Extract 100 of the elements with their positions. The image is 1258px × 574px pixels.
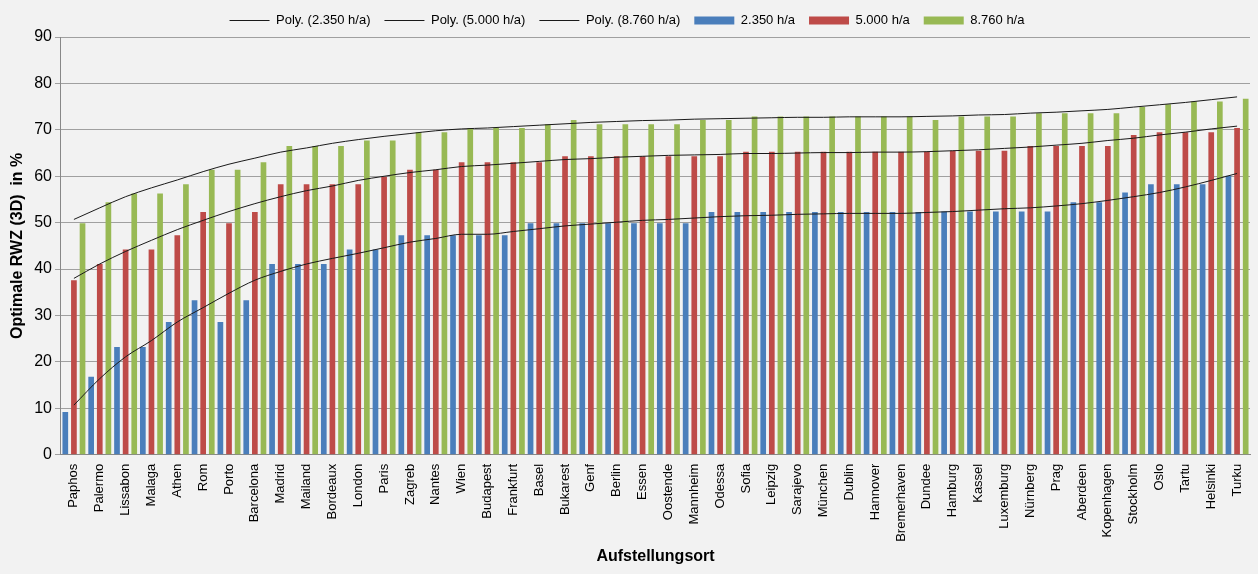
legend-label: Poly. (8.760 h/a) xyxy=(585,12,681,28)
bar xyxy=(183,184,189,455)
x-tick-label: Stockholm xyxy=(1125,463,1141,525)
bar xyxy=(355,184,362,455)
bar xyxy=(949,150,956,455)
bar xyxy=(1191,101,1197,455)
y-tick-label: 40 xyxy=(34,259,53,277)
x-tick-label: Odessa xyxy=(711,463,727,509)
y-tick-label: 80 xyxy=(34,73,53,91)
y-tick-label: 20 xyxy=(34,352,53,370)
bar xyxy=(1096,202,1103,455)
bar xyxy=(1165,104,1171,455)
x-tick-label: Porto xyxy=(220,463,236,495)
bar xyxy=(906,116,913,455)
bar xyxy=(700,120,706,455)
bar xyxy=(717,156,723,455)
bar xyxy=(872,151,879,455)
bar xyxy=(295,263,301,455)
bar xyxy=(114,347,120,455)
bar xyxy=(880,116,887,455)
bar xyxy=(855,116,861,455)
legend-label: Poly. (2.350 h/a) xyxy=(276,12,371,28)
bar xyxy=(656,223,663,455)
legend-label: Poly. (5.000 h/a) xyxy=(430,12,526,28)
bar xyxy=(1079,146,1085,455)
bar xyxy=(243,300,250,455)
bar xyxy=(536,162,543,455)
bar xyxy=(320,263,327,455)
bar xyxy=(743,151,749,455)
bar xyxy=(992,211,999,455)
x-tick-label: Budapest xyxy=(479,463,495,519)
bar xyxy=(1217,101,1223,455)
bar xyxy=(898,151,904,455)
bar xyxy=(88,376,94,455)
bar xyxy=(493,127,499,455)
bar xyxy=(1027,146,1034,455)
line-series xyxy=(73,125,1238,279)
x-tick-label: Paphos xyxy=(65,463,81,508)
bar xyxy=(519,127,525,455)
x-tick-label: Madrid xyxy=(272,463,288,504)
bar xyxy=(1139,107,1146,455)
bar xyxy=(544,124,551,455)
x-tick-label: Nantes xyxy=(427,463,443,505)
bar xyxy=(803,116,810,455)
x-tick-label: Helsinki xyxy=(1202,463,1218,510)
bar xyxy=(725,120,732,455)
bar xyxy=(252,212,258,455)
x-tick-label: Wien xyxy=(453,463,469,494)
bar xyxy=(924,151,930,455)
bar xyxy=(1061,113,1068,455)
x-tick-label: Hamburg xyxy=(944,463,960,518)
bar xyxy=(812,212,818,455)
y-tick-label: 30 xyxy=(34,305,53,323)
bar xyxy=(1173,184,1180,455)
bar xyxy=(613,156,620,455)
bar xyxy=(1122,192,1128,455)
bar xyxy=(269,263,275,455)
bar xyxy=(631,223,637,455)
legend-label: 2.350 h/a xyxy=(740,12,796,28)
x-tick-label: London xyxy=(349,463,365,508)
bar xyxy=(174,235,181,455)
x-tick-label: Palermo xyxy=(91,463,107,513)
x-tick-label: Dundee xyxy=(918,463,934,510)
x-tick-label: Genf xyxy=(582,463,598,492)
x-tick-label: Kassel xyxy=(970,463,986,503)
bar xyxy=(674,124,680,455)
line-series xyxy=(73,96,1238,220)
bar xyxy=(579,223,586,455)
bar xyxy=(1234,127,1240,455)
x-tick-label: Zagreb xyxy=(401,463,417,505)
x-tick-label: Sofia xyxy=(737,463,753,494)
bar xyxy=(1036,113,1042,455)
line-series xyxy=(73,172,1238,406)
x-tick-label: Kopenhagen xyxy=(1099,463,1115,538)
x-tick-label: Tartu xyxy=(1176,463,1192,493)
bar xyxy=(389,140,396,455)
x-tick-label: Mannheim xyxy=(685,463,701,525)
bar xyxy=(501,235,508,455)
x-tick-label: Athen xyxy=(168,463,184,498)
bar xyxy=(1130,134,1137,455)
x-tick-label: Bordeaux xyxy=(323,463,339,520)
bar xyxy=(208,169,215,455)
bar xyxy=(62,412,69,455)
bar xyxy=(407,169,413,455)
x-tick-label: Malaga xyxy=(143,463,159,507)
x-tick-label: Rom xyxy=(194,463,210,492)
bar xyxy=(1104,146,1111,455)
bar xyxy=(286,146,293,455)
bar xyxy=(562,156,568,455)
bar xyxy=(226,223,232,455)
x-tick-label: Barcelona xyxy=(246,463,262,523)
bar xyxy=(1018,211,1025,455)
bar xyxy=(71,280,77,455)
x-axis-title: Aufstellungsort xyxy=(596,546,716,564)
bar xyxy=(424,235,431,455)
bar xyxy=(1010,116,1016,455)
bar xyxy=(605,223,611,455)
bar xyxy=(1148,184,1154,455)
bar xyxy=(588,156,594,455)
x-tick-label: Luxemburg xyxy=(996,463,1012,529)
